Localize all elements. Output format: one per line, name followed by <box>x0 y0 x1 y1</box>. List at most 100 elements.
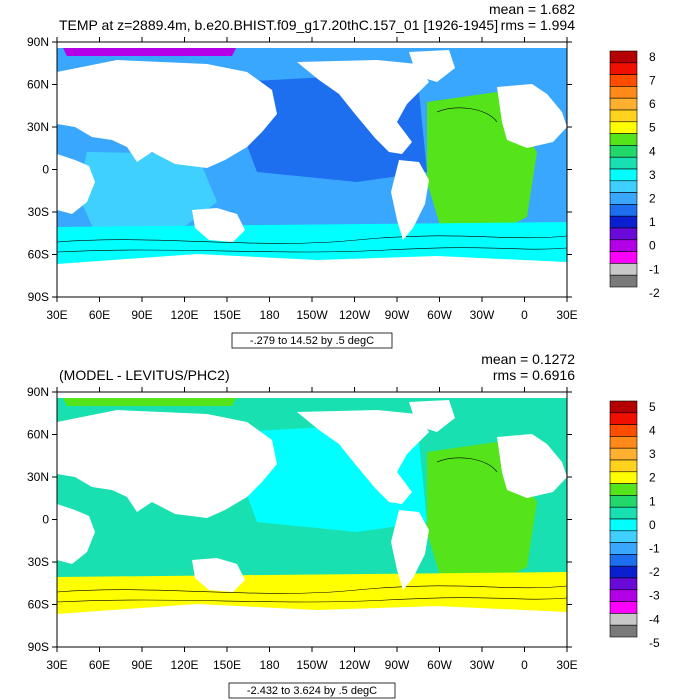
ocean-indian <box>77 152 217 237</box>
colorbar-label: -1 <box>649 262 660 276</box>
land-mask <box>409 50 455 82</box>
y-tick-label: 90N <box>27 35 49 49</box>
x-tick-label: 150E <box>213 658 241 672</box>
colorbar-swatch <box>609 483 638 496</box>
colorbar-swatch <box>609 530 638 543</box>
colorbar-label: -2 <box>649 565 660 579</box>
colorbar-label: 2 <box>649 192 656 206</box>
y-tick-label: 60N <box>27 78 49 92</box>
colorbar-swatch <box>609 145 638 158</box>
contour-line <box>436 107 498 123</box>
colorbar-swatch <box>609 624 638 638</box>
colorbar-label: -4 <box>649 612 660 626</box>
y-tick-label: 90S <box>28 640 49 654</box>
x-tick-label: 90W <box>385 658 410 672</box>
land-mask <box>409 400 455 432</box>
colorbar-label: -3 <box>649 589 660 603</box>
colorbar-swatch <box>609 227 638 241</box>
colorbar-swatch <box>609 215 638 229</box>
x-tick-label: 150W <box>296 308 328 322</box>
contour-line <box>57 585 567 594</box>
stat-rms: rms = 1.994 <box>501 17 576 33</box>
colorbar-swatch <box>609 180 638 193</box>
colorbar-label: 1 <box>649 215 656 229</box>
x-tick-label: 90E <box>131 308 152 322</box>
land-mask <box>57 392 567 398</box>
colorbar-swatch <box>609 601 638 614</box>
colorbar-label: 8 <box>649 50 656 64</box>
colorbar-label: -1 <box>649 542 660 556</box>
range-label-box <box>228 682 396 699</box>
land-mask <box>57 254 567 297</box>
colorbar-swatch <box>609 274 638 288</box>
colorbar-swatch <box>609 436 638 449</box>
chart-title: (MODEL - LEVITUS/PHC2) <box>59 367 230 383</box>
colorbar-label: 3 <box>649 168 656 182</box>
land-mask <box>57 42 567 48</box>
y-tick-label: 30S <box>28 555 49 569</box>
x-tick-label: 60E <box>89 308 110 322</box>
land-mask <box>57 154 95 214</box>
y-tick-label: 90S <box>28 290 49 304</box>
colorbar-label: 0 <box>649 518 656 532</box>
colorbar-swatch <box>609 459 638 473</box>
colorbar-label: -5 <box>649 636 660 650</box>
x-tick-label: 180 <box>259 308 279 322</box>
chart-title: TEMP at z=2889.4m, b.e20.BHIST.f09_g17.2… <box>59 17 498 33</box>
x-tick-label: 0 <box>521 308 528 322</box>
land-mask <box>497 434 567 498</box>
colorbar-label: 4 <box>649 144 656 158</box>
colorbar-swatch <box>609 412 638 425</box>
colorbar-swatch <box>609 192 638 205</box>
x-tick-label: 30E <box>46 658 67 672</box>
range-label: -2.432 to 3.624 by .5 degC <box>247 685 377 697</box>
x-tick-label: 60W <box>427 658 452 672</box>
land-mask <box>57 504 95 564</box>
x-tick-label: 90W <box>385 308 410 322</box>
x-tick-label: 120E <box>170 308 198 322</box>
colorbar-swatch <box>609 447 638 461</box>
x-tick-label: 30W <box>470 658 495 672</box>
x-tick-label: 30E <box>556 308 577 322</box>
colorbar-swatch <box>609 133 638 146</box>
colorbar-swatch <box>609 263 638 276</box>
x-tick-label: 30E <box>556 658 577 672</box>
land-mask <box>391 160 429 240</box>
land-mask <box>192 558 245 592</box>
colorbar-swatch <box>609 121 638 134</box>
colorbar-label: 3 <box>649 447 656 461</box>
ocean-arctic <box>62 46 237 56</box>
stat-rms: rms = 0.6916 <box>493 367 575 383</box>
contour-line <box>57 247 567 253</box>
colorbar-swatch <box>609 109 638 123</box>
colorbar-label: 5 <box>649 400 656 414</box>
panel-bottom: 30E 60E 90E 120E 150E 180 150W 120W 90W 60W 30W 0 30… <box>27 351 660 699</box>
colorbar-label: 2 <box>649 471 656 485</box>
x-tick-label: 120W <box>339 308 371 322</box>
x-tick-label: 30E <box>46 308 67 322</box>
colorbar-swatch <box>609 239 638 252</box>
colorbar-swatch <box>609 554 638 567</box>
colorbar-label: 7 <box>649 74 656 88</box>
colorbar-label: -2 <box>649 286 660 300</box>
y-tick-label: 60S <box>28 598 49 612</box>
colorbar-label: 4 <box>649 424 656 438</box>
colorbar-swatch <box>609 251 638 264</box>
land-mask <box>297 410 429 504</box>
range-label-box <box>231 332 393 349</box>
map-area: 30E 60E 90E 120E 150E 180 150W 120W 90W 60W 30W 0 30… <box>27 35 578 322</box>
land-mask <box>297 60 429 154</box>
x-tick-label: 150W <box>296 658 328 672</box>
land-mask <box>192 208 245 242</box>
colorbar-swatch <box>609 204 638 217</box>
colorbar-label: 1 <box>649 494 656 508</box>
x-tick-label: 150E <box>213 308 241 322</box>
x-tick-label: 0 <box>521 658 528 672</box>
y-tick-label: 30N <box>27 470 49 484</box>
contour-line <box>436 457 498 473</box>
y-tick-label: 30N <box>27 120 49 134</box>
x-tick-label: 30W <box>470 308 495 322</box>
x-tick-label: 60E <box>89 658 110 672</box>
panel-top: 30E 60E 90E 120E 150E 180 150W 120W 90W 60W 30W 0 30… <box>27 1 660 349</box>
